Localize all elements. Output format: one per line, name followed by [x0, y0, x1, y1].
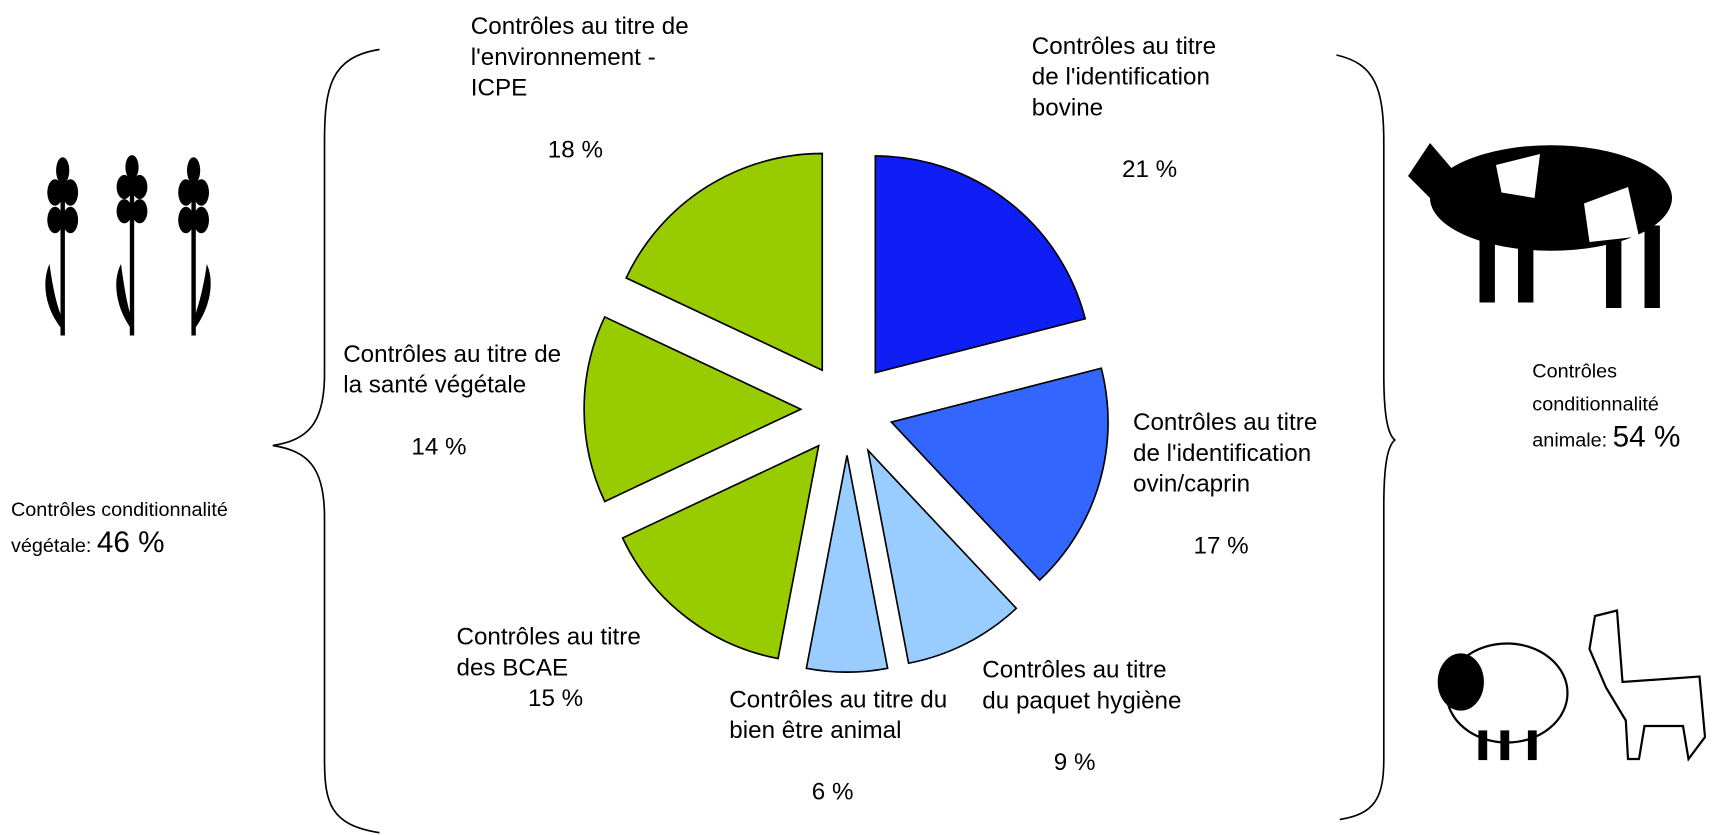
- slice-value-label: 17 %: [1193, 531, 1249, 559]
- sheep-goat-icon: [1437, 609, 1707, 762]
- annotation-text: Contrôles conditionnalité animale:: [1532, 359, 1659, 451]
- slice-label: Contrôles au titre de l'identification b…: [1031, 31, 1217, 121]
- slice-value-label: 14 %: [411, 432, 467, 460]
- slice-label: Contrôles au titre de l'identification o…: [1133, 408, 1318, 498]
- cow-icon: [1408, 143, 1672, 308]
- pie-slice: [625, 152, 824, 372]
- annotation: Contrôles conditionnalité végétale: 46 %: [11, 493, 231, 562]
- slice-label: Contrôles au titre du bien être animal: [729, 685, 948, 744]
- pie-slice: [621, 444, 820, 660]
- pie-slice: [805, 455, 889, 673]
- pie-slice: [874, 155, 1087, 374]
- annotation: Contrôles conditionnalité animale: 54 %: [1532, 354, 1725, 456]
- slice-label: Contrôles au titre des BCAE: [456, 622, 641, 681]
- annotation-text: Contrôles conditionnalité végétale:: [11, 498, 228, 557]
- left-brace: [272, 48, 380, 834]
- slice-label: Contrôles au titre du paquet hygiène: [982, 655, 1182, 714]
- pie-slice: [889, 367, 1109, 582]
- slice-label: Contrôles au titre de la santé végétale: [343, 339, 562, 399]
- slice-value-label: 15 %: [528, 684, 584, 712]
- wheat-icon: [45, 155, 211, 336]
- annotation-value: 54 %: [1612, 420, 1681, 454]
- slice-value-label: 21 %: [1122, 155, 1178, 183]
- pie-slice: [583, 315, 803, 503]
- decoration: [272, 48, 1397, 834]
- right-brace: [1336, 54, 1397, 821]
- pie-slice: [866, 447, 1018, 665]
- slice-value-label: 9 %: [1053, 748, 1096, 776]
- annotation-value: 46 %: [96, 525, 165, 559]
- slice-value-label: 18 %: [547, 135, 603, 163]
- slice-label: Contrôles au titre de l'environnement -I…: [470, 12, 689, 102]
- slice-value-label: 6 %: [811, 777, 854, 806]
